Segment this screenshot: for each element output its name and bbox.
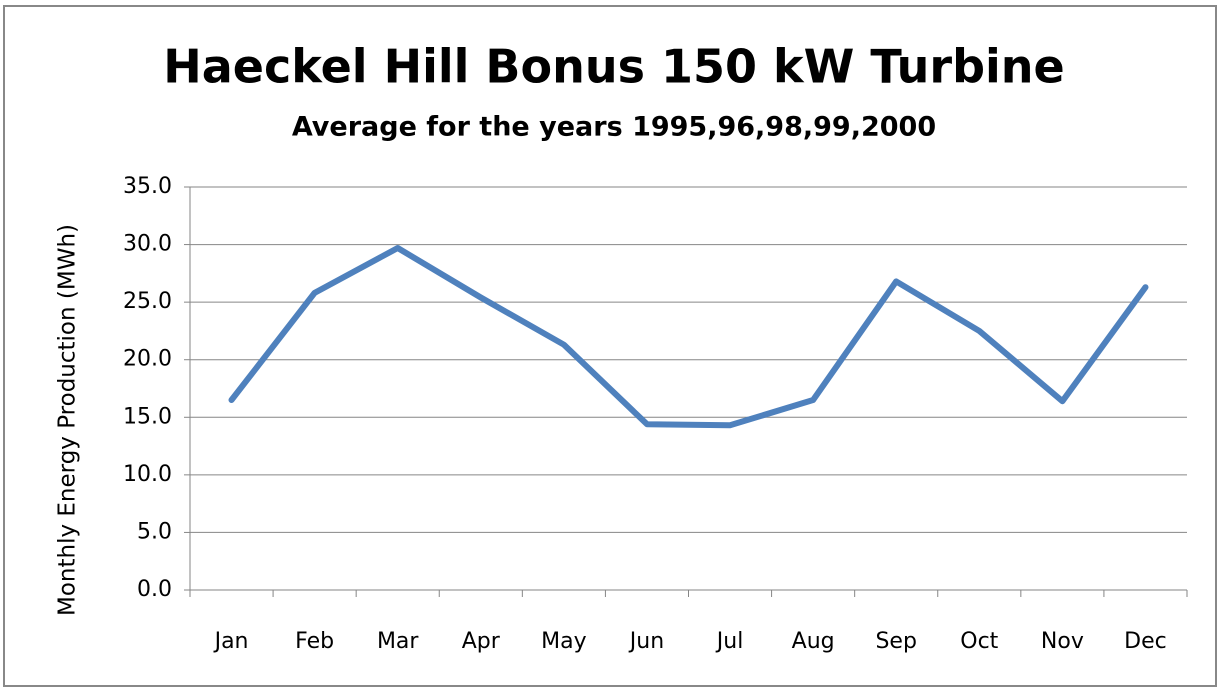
x-tick-label: Jan	[213, 629, 249, 654]
chart-frame	[3, 5, 1217, 687]
x-tick-label: Jun	[628, 629, 664, 654]
chart-title: Haeckel Hill Bonus 150 kW Turbine	[163, 40, 1065, 94]
x-tick-label: Dec	[1124, 629, 1167, 654]
chart-subtitle: Average for the years 1995,96,98,99,2000	[292, 112, 936, 143]
x-tick-label: Feb	[295, 629, 334, 654]
x-tick-label: Jul	[715, 629, 744, 654]
y-tick-label: 10.0	[123, 462, 172, 487]
y-tick-label: 20.0	[123, 347, 172, 372]
y-tick-label: 30.0	[123, 232, 172, 257]
x-tick-label: Apr	[462, 629, 501, 654]
y-tick-label: 25.0	[123, 289, 172, 314]
y-axis-label: Monthly Energy Production (MWh)	[55, 224, 81, 616]
x-tick-label: Mar	[377, 629, 419, 654]
y-tick-label: 0.0	[137, 577, 172, 602]
x-tick-label: May	[541, 629, 586, 654]
x-tick-label: Nov	[1041, 629, 1084, 654]
y-tick-label: 15.0	[123, 404, 172, 429]
x-tick-label: Sep	[875, 629, 916, 654]
x-tick-label: Aug	[792, 629, 835, 654]
y-tick-label: 5.0	[137, 519, 172, 544]
x-tick-label: Oct	[960, 629, 998, 654]
data-line	[228, 245, 1149, 429]
y-tick-label: 35.0	[123, 174, 172, 199]
